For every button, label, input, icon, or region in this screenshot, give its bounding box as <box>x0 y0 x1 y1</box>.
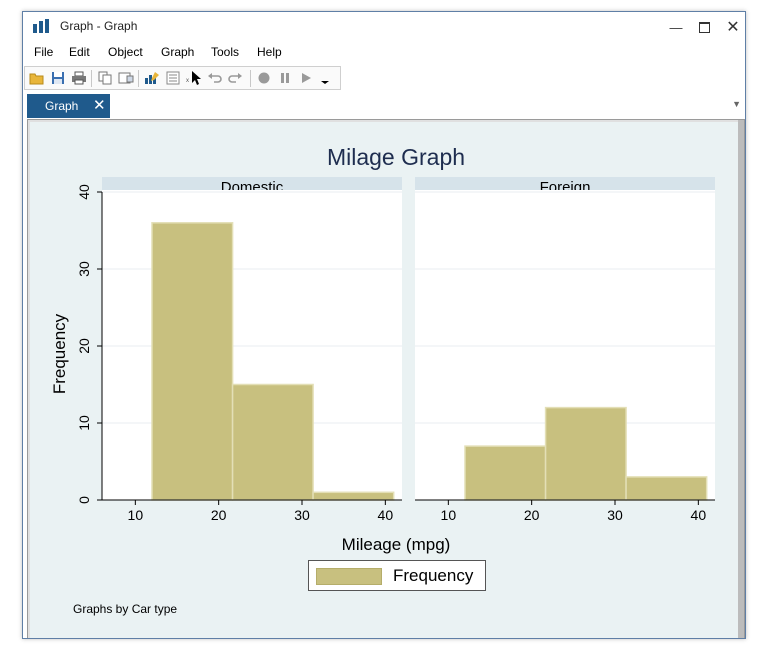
pointer-arrow-icon: x <box>186 71 201 85</box>
x-tick-label: 20 <box>211 507 227 523</box>
x-tick-label: 30 <box>607 507 623 523</box>
play-icon <box>302 73 311 83</box>
y-tick-label: 20 <box>76 338 92 354</box>
y-tick-label: 30 <box>76 261 92 277</box>
histogram-bar <box>231 383 314 501</box>
x-axis-title: Mileage (mpg) <box>342 535 451 554</box>
undo-button[interactable] <box>206 69 224 87</box>
folder-open-icon <box>29 73 44 85</box>
toolbar-separator <box>91 70 92 87</box>
y-tick-label: 0 <box>76 496 92 504</box>
y-axis-title: Frequency <box>50 313 69 394</box>
close-icon: ✕ <box>726 19 740 36</box>
close-window-button[interactable]: ✕ <box>718 12 745 42</box>
menu-help[interactable]: Help <box>257 45 282 59</box>
list-icon <box>166 71 180 85</box>
x-tick-label: 40 <box>378 507 394 523</box>
graph-frame: Milage Graph Domestic 10 20 30 40 Foreign 10 20 3… <box>27 119 745 638</box>
graph-window: Graph - Graph — ✕ File Edit Object Graph… <box>22 11 746 639</box>
graph-canvas: Milage Graph Domestic 10 20 30 40 Foreign 10 20 3… <box>30 122 742 638</box>
histogram-bar <box>464 445 547 501</box>
graph-window-button[interactable] <box>117 69 135 87</box>
window-icon <box>118 72 134 84</box>
toolbar: x <box>24 66 341 90</box>
document-tab-strip: Graph ✕ ▼ <box>23 94 745 118</box>
menu-graph[interactable]: Graph <box>161 45 195 59</box>
save-button[interactable] <box>49 69 67 87</box>
stata-graph-app-icon <box>33 19 49 33</box>
tab-close-icon[interactable]: ✕ <box>93 97 106 114</box>
copy-icon <box>98 71 112 85</box>
histogram-bar <box>151 222 234 501</box>
y-tick-label: 40 <box>76 184 92 200</box>
tab-graph[interactable]: Graph ✕ <box>27 94 110 118</box>
redo-button[interactable] <box>226 69 244 87</box>
chart-title: Milage Graph <box>327 144 465 170</box>
redo-icon <box>228 73 242 83</box>
x-tick-label: 20 <box>524 507 540 523</box>
dropdown-arrow-icon <box>321 81 329 84</box>
y-tick-label: 10 <box>76 415 92 431</box>
play-button[interactable] <box>297 69 315 87</box>
pause-button[interactable] <box>276 69 294 87</box>
printer-icon <box>72 71 86 85</box>
save-icon <box>52 72 64 84</box>
histogram-bar <box>312 491 395 501</box>
record-button[interactable] <box>255 69 273 87</box>
chart-legend: Frequency <box>308 560 486 591</box>
menu-object[interactable]: Object <box>108 45 143 59</box>
toolbar-separator <box>250 70 251 87</box>
svg-text:x: x <box>186 78 189 84</box>
maximize-icon <box>698 21 710 33</box>
print-button[interactable] <box>70 69 88 87</box>
menu-file[interactable]: File <box>34 45 54 59</box>
graph-editor-button[interactable] <box>143 69 161 87</box>
undo-icon <box>208 73 222 83</box>
tab-label: Graph <box>45 99 79 113</box>
legend-label-frequency: Frequency <box>393 566 474 585</box>
bar-chart-edit-icon <box>145 72 159 84</box>
copy-graph-button[interactable] <box>96 69 114 87</box>
object-browser-button[interactable] <box>164 69 182 87</box>
title-bar: Graph - Graph — ✕ <box>23 12 745 42</box>
menu-bar: File Edit Object Graph Tools Help <box>23 43 745 63</box>
maximize-button[interactable] <box>689 12 719 42</box>
histogram-bar <box>625 476 708 501</box>
window-title: Graph - Graph <box>60 19 138 33</box>
minimize-icon: — <box>669 19 683 35</box>
histogram-bar <box>544 406 627 501</box>
record-icon <box>258 72 270 84</box>
vertical-scrollbar[interactable] <box>738 120 744 638</box>
x-tick-label: 10 <box>128 507 144 523</box>
tab-list-dropdown-icon[interactable]: ▼ <box>732 99 741 109</box>
play-options-button[interactable] <box>318 69 332 87</box>
x-tick-label: 30 <box>294 507 310 523</box>
minimize-button[interactable]: — <box>661 12 691 42</box>
menu-edit[interactable]: Edit <box>69 45 90 59</box>
x-tick-label: 10 <box>441 507 457 523</box>
graph-note: Graphs by Car type <box>73 602 178 616</box>
pointer-tool-button[interactable]: x <box>185 69 203 87</box>
toolbar-separator <box>138 70 139 87</box>
x-tick-label: 40 <box>691 507 707 523</box>
pause-icon <box>281 73 289 83</box>
menu-tools[interactable]: Tools <box>211 45 240 59</box>
legend-swatch-frequency <box>316 568 382 585</box>
open-button[interactable] <box>28 69 46 87</box>
